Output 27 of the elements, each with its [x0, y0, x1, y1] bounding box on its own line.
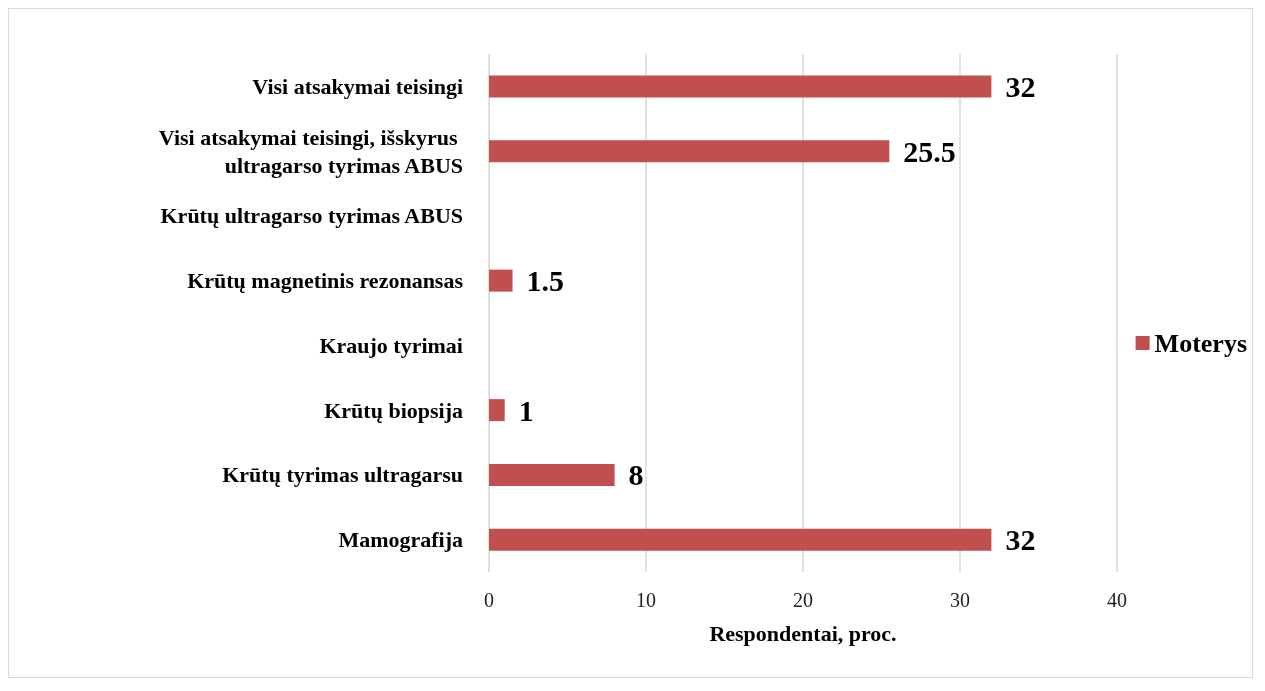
x-tick-label: 0 [484, 589, 494, 611]
y-tick-label: Visi atsakymai teisingi, išskyrus ultragarso tyrimas ABUS [158, 124, 463, 178]
bar [489, 528, 992, 551]
x-tick-label: 30 [950, 589, 970, 611]
data-label: 8 [628, 458, 644, 492]
y-tick-label: Mamografija [338, 527, 463, 553]
bar [489, 140, 890, 163]
data-label: 25.5 [903, 134, 956, 168]
x-axis-title: Respondentai, proc. [709, 620, 897, 646]
x-tick-label: 10 [636, 589, 656, 611]
y-tick-label: Visi atsakymai teisingi [252, 73, 463, 99]
y-tick-label: Krūtų biopsija [324, 397, 463, 423]
bar [489, 463, 615, 486]
x-tick-label: 20 [793, 589, 813, 611]
bar [489, 75, 992, 98]
data-label: 32 [1005, 523, 1036, 557]
x-tick-label: 40 [1107, 589, 1127, 611]
bar [489, 269, 513, 292]
bar [489, 399, 505, 422]
data-label: 1.5 [526, 264, 565, 298]
y-tick-label: Kraujo tyrimai [319, 332, 463, 358]
data-label: 1 [518, 393, 534, 427]
y-tick-label: Krūtų ultragarso tyrimas ABUS [160, 203, 463, 229]
data-label: 32 [1005, 69, 1036, 103]
legend-label: Moterys [1154, 328, 1248, 358]
y-tick-label: Krūtų magnetinis rezonansas [187, 268, 464, 294]
y-tick-label: Krūtų tyrimas ultragarsu [222, 462, 463, 488]
